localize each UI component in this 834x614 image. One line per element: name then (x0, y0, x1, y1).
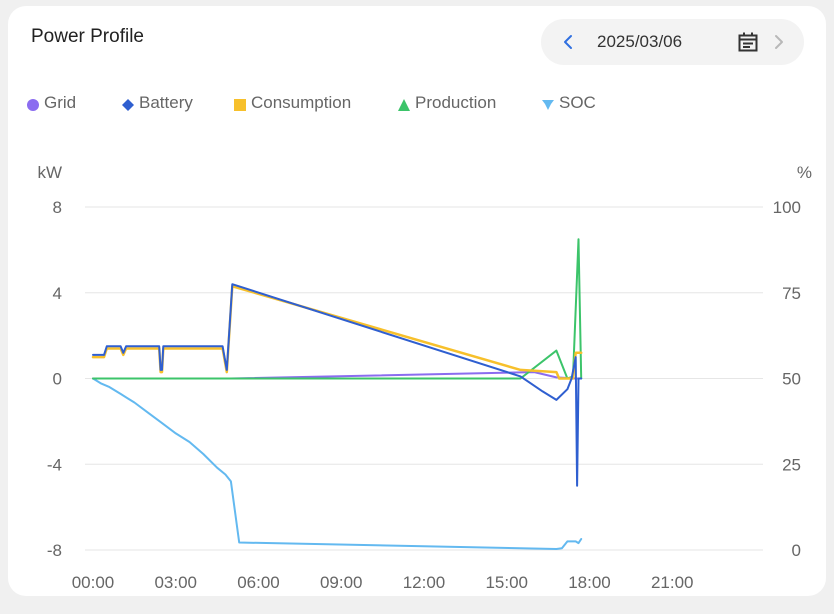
pin-icon (542, 100, 554, 110)
x-tick-label: 06:00 (237, 573, 280, 592)
y-right-tick-label: 25 (782, 455, 801, 474)
circle-icon (27, 99, 39, 111)
x-tick-label: 18:00 (568, 573, 611, 592)
x-tick-label: 00:00 (72, 573, 115, 592)
date-picker: 2025/03/06 (541, 19, 804, 65)
y-left-tick-label: -8 (47, 541, 62, 560)
x-tick-label: 09:00 (320, 573, 363, 592)
legend-label-production: Production (415, 93, 497, 112)
y-right-tick-label: 50 (782, 370, 801, 389)
legend-label-grid: Grid (44, 93, 77, 112)
x-tick-label: 12:00 (403, 573, 446, 592)
y-right-axis-label: % (797, 163, 812, 182)
legend-label-battery: Battery (139, 93, 193, 112)
y-left-tick-label: 0 (53, 370, 62, 389)
y-left-tick-label: 4 (53, 284, 62, 303)
triangle-icon (398, 99, 410, 111)
series-line-production (92, 238, 583, 380)
diamond-icon (122, 99, 134, 111)
y-left-tick-label: -4 (47, 455, 62, 474)
legend-label-soc: SOC (559, 93, 596, 112)
x-tick-label: 15:00 (485, 573, 528, 592)
power-profile-card: Power Profile 2025/03/06 (8, 6, 826, 596)
y-right-tick-label: 0 (792, 541, 801, 560)
y-left-axis-label: kW (37, 163, 62, 182)
calendar-icon[interactable] (737, 31, 759, 53)
chevron-right-icon[interactable] (767, 31, 789, 53)
y-right-tick-label: 100 (773, 198, 801, 217)
legend-label-consumption: Consumption (251, 93, 352, 112)
x-tick-label: 03:00 (154, 573, 197, 592)
x-tick-label: 21:00 (651, 573, 694, 592)
series-line-consumption (91, 285, 583, 380)
card-title: Power Profile (31, 26, 144, 47)
y-right-tick-label: 75 (782, 284, 801, 303)
series-line-battery (92, 283, 583, 487)
series-line-soc (92, 377, 583, 550)
square-icon (234, 99, 246, 111)
chevron-left-icon[interactable] (558, 31, 580, 53)
y-left-tick-label: 8 (53, 198, 62, 217)
date-value[interactable]: 2025/03/06 (597, 32, 683, 51)
